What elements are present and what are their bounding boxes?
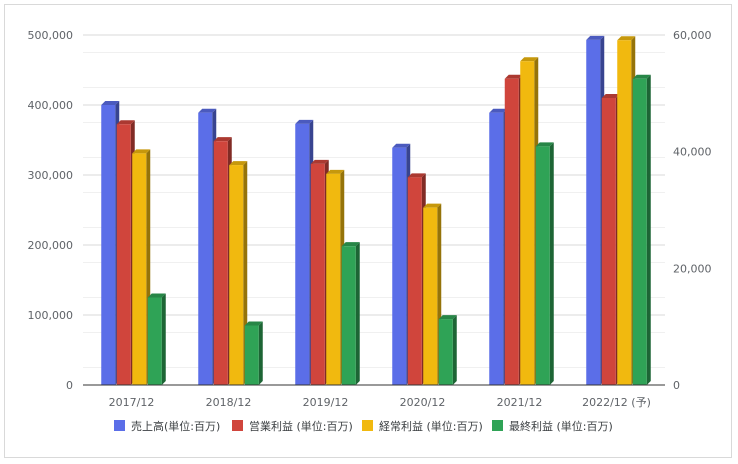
bar[interactable] [295, 123, 310, 386]
bar-top [147, 293, 166, 298]
bar[interactable] [229, 165, 244, 385]
bar[interactable] [326, 173, 341, 385]
x-tick-label: 2020/12 [400, 396, 446, 409]
bar[interactable] [310, 163, 325, 385]
bar[interactable] [423, 207, 438, 385]
bar-top [116, 120, 135, 125]
x-tick-label: 2019/12 [303, 396, 349, 409]
y-left-tick-label: 100,000 [28, 309, 74, 322]
bar[interactable] [504, 78, 519, 385]
legend-label: 経常利益 (単位:百万) [379, 419, 483, 433]
bar-top [244, 321, 263, 326]
x-tick-label: 2017/12 [109, 396, 155, 409]
legend-label: 売上高(単位:百万) [131, 419, 220, 433]
y-left-tick-label: 200,000 [28, 239, 74, 252]
y-right-tick-label: 20,000 [673, 262, 712, 275]
y-right-tick-label: 0 [673, 379, 680, 392]
bar[interactable] [601, 98, 616, 385]
legend-swatch [362, 420, 373, 431]
bar[interactable] [132, 153, 147, 385]
y-left-tick-label: 300,000 [28, 169, 74, 182]
bar-top [229, 161, 248, 166]
bar-top [295, 119, 314, 124]
bar[interactable] [535, 146, 550, 385]
bar-top [213, 137, 232, 142]
bar-side [549, 142, 554, 385]
bar[interactable] [116, 124, 131, 385]
bar-chart: 0 100,000 200,000 300,000 400,000 500,000 0 20,… [28, 29, 712, 433]
bar[interactable] [198, 112, 213, 385]
x-tick-label: 2018/12 [206, 396, 252, 409]
bar-side [646, 74, 651, 385]
bar[interactable] [617, 40, 632, 385]
bar[interactable] [632, 78, 647, 385]
bar-top [632, 74, 651, 79]
bar-top [101, 101, 120, 105]
y-right-tick-label: 40,000 [673, 146, 712, 159]
bar-top [392, 143, 411, 148]
legend-swatch [492, 420, 503, 431]
bar[interactable] [438, 319, 453, 385]
bar-top [617, 36, 636, 41]
bar-top [586, 35, 605, 40]
bar-top [489, 108, 508, 113]
y-left-tick-label: 400,000 [28, 99, 74, 112]
bar[interactable] [586, 39, 601, 386]
legend-swatch [232, 420, 243, 431]
bar-top [198, 108, 217, 113]
bar[interactable] [392, 147, 407, 385]
bar[interactable] [407, 177, 422, 385]
bar-top [407, 173, 426, 178]
bar[interactable] [213, 141, 228, 385]
legend-swatch [114, 420, 125, 431]
chart-frame: 0 100,000 200,000 300,000 400,000 500,000 0 20,… [4, 4, 732, 458]
bar-top [520, 57, 539, 62]
bar-top [326, 169, 345, 174]
y-right-tick-label: 60,000 [673, 29, 712, 42]
legend-label: 営業利益 (単位:百万) [249, 419, 353, 433]
bar-top [601, 94, 620, 98]
x-tick-label: 2021/12 [497, 396, 543, 409]
bar[interactable] [101, 105, 116, 385]
bar-side [161, 293, 166, 385]
bar[interactable] [489, 112, 504, 385]
bar-top [504, 74, 523, 79]
bar-top [535, 142, 554, 147]
bar[interactable] [244, 325, 259, 386]
bar-side [355, 242, 360, 385]
bar[interactable] [341, 246, 356, 385]
bar[interactable] [147, 297, 162, 386]
bar-side [258, 321, 263, 385]
bar-top [310, 159, 329, 164]
x-tick-label: 2022/12 (予) [582, 396, 651, 409]
y-left-tick-label: 0 [66, 379, 73, 392]
bar-top [132, 149, 151, 154]
legend-label: 最終利益 (単位:百万) [509, 419, 613, 433]
bar-top [341, 242, 360, 247]
y-left-tick-label: 500,000 [28, 29, 74, 42]
bar-top [438, 315, 457, 320]
bar[interactable] [520, 61, 535, 385]
bar-top [423, 203, 442, 208]
bar-side [452, 315, 457, 385]
